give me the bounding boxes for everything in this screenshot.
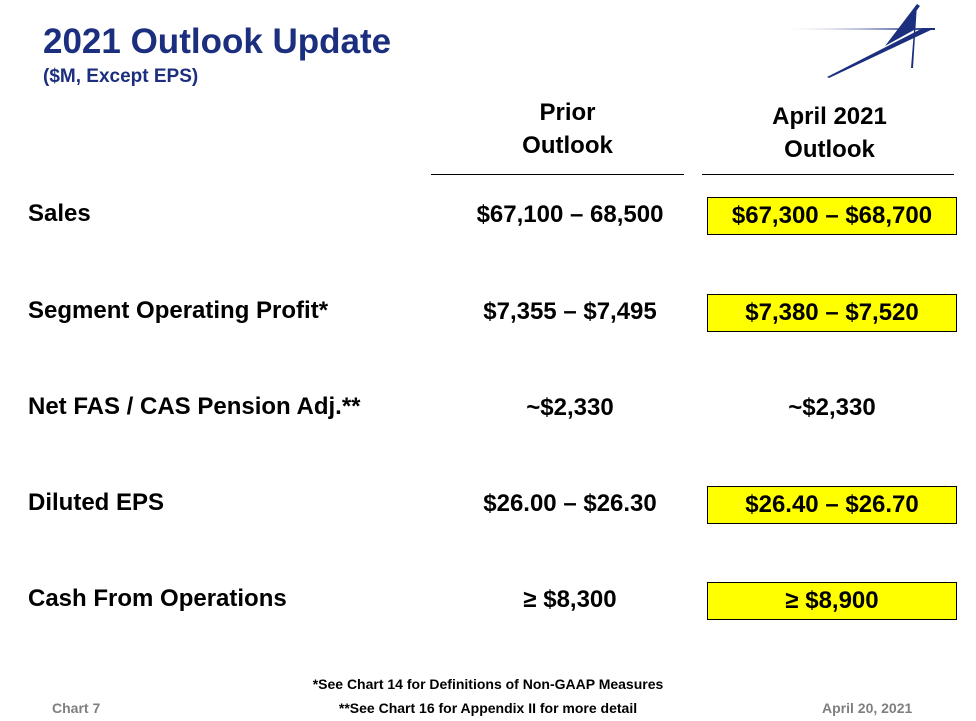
header-prior-line2: Outlook bbox=[522, 132, 613, 159]
header-april-line2: Outlook bbox=[784, 136, 875, 163]
header-rule-prior bbox=[431, 174, 684, 175]
april-outlook-value: $67,300 – $68,700 bbox=[707, 197, 957, 235]
row-label: Net FAS / CAS Pension Adj.** bbox=[28, 393, 361, 420]
footnote-non-gaap: *See Chart 14 for Definitions of Non-GAA… bbox=[312, 676, 664, 692]
slide-subtitle: ($M, Except EPS) bbox=[43, 66, 199, 87]
header-april-line1: April 2021 bbox=[772, 103, 887, 130]
april-outlook-value: ~$2,330 bbox=[788, 394, 876, 421]
row-label: Diluted EPS bbox=[28, 489, 165, 516]
april-outlook-value: $26.40 – $26.70 bbox=[707, 486, 957, 524]
prior-outlook-value: ≥ $8,300 bbox=[523, 586, 617, 613]
footnote-appendix: **See Chart 16 for Appendix II for more … bbox=[338, 700, 638, 716]
row-label: Sales bbox=[28, 200, 91, 227]
company-logo-icon bbox=[783, 4, 935, 78]
prior-outlook-value: ~$2,330 bbox=[526, 394, 614, 421]
presentation-date: April 20, 2021 bbox=[822, 700, 913, 716]
prior-outlook-value: $26.00 – $26.30 bbox=[483, 490, 657, 517]
prior-outlook-value: $7,355 – $7,495 bbox=[483, 298, 657, 325]
april-outlook-value: ≥ $8,900 bbox=[707, 582, 957, 620]
slide-title: 2021 Outlook Update bbox=[43, 22, 392, 61]
header-prior-line1: Prior bbox=[539, 99, 596, 126]
april-outlook-value: $7,380 – $7,520 bbox=[707, 294, 957, 332]
header-prior-outlook: Prior Outlook bbox=[440, 96, 695, 162]
prior-outlook-value: $67,100 – 68,500 bbox=[476, 201, 664, 228]
row-label: Cash From Operations bbox=[28, 585, 287, 612]
header-april-outlook: April 2021 Outlook bbox=[702, 100, 957, 166]
row-label: Segment Operating Profit* bbox=[28, 297, 329, 324]
header-rule-april bbox=[702, 174, 954, 175]
chart-number: Chart 7 bbox=[52, 700, 101, 716]
